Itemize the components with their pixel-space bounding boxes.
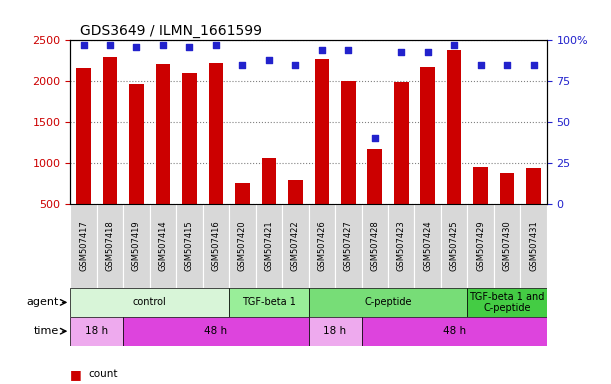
- Bar: [129, 84, 144, 204]
- Point: [370, 135, 379, 141]
- Bar: [150, 204, 176, 288]
- Bar: [394, 82, 409, 204]
- Text: GSM507427: GSM507427: [344, 220, 353, 271]
- Text: count: count: [89, 369, 118, 379]
- Bar: [309, 288, 467, 317]
- Text: 48 h: 48 h: [204, 326, 227, 336]
- Bar: [255, 204, 282, 288]
- Bar: [315, 60, 329, 204]
- Bar: [521, 204, 547, 288]
- Text: ■: ■: [70, 383, 82, 384]
- Bar: [123, 204, 150, 288]
- Text: GSM507426: GSM507426: [317, 220, 326, 271]
- Text: GDS3649 / ILMN_1661599: GDS3649 / ILMN_1661599: [80, 24, 262, 38]
- Text: GSM507419: GSM507419: [132, 220, 141, 271]
- Text: control: control: [133, 297, 167, 308]
- Bar: [70, 288, 229, 317]
- Text: ■: ■: [70, 368, 82, 381]
- Bar: [262, 158, 276, 204]
- Bar: [97, 204, 123, 288]
- Bar: [229, 204, 255, 288]
- Bar: [362, 204, 388, 288]
- Point: [397, 49, 406, 55]
- Bar: [388, 204, 414, 288]
- Bar: [500, 173, 514, 204]
- Bar: [123, 317, 309, 346]
- Bar: [341, 81, 356, 204]
- Point: [290, 62, 300, 68]
- Text: TGF-beta 1 and
C-peptide: TGF-beta 1 and C-peptide: [469, 291, 545, 313]
- Point: [343, 47, 353, 53]
- Text: C-peptide: C-peptide: [364, 297, 412, 308]
- Bar: [103, 58, 117, 204]
- Bar: [229, 288, 309, 317]
- Text: GSM507416: GSM507416: [211, 220, 221, 271]
- Bar: [309, 317, 362, 346]
- Text: GSM507420: GSM507420: [238, 220, 247, 271]
- Bar: [156, 64, 170, 204]
- Bar: [182, 73, 197, 204]
- Bar: [309, 204, 335, 288]
- Point: [238, 62, 247, 68]
- Text: GSM507428: GSM507428: [370, 220, 379, 271]
- Bar: [176, 204, 203, 288]
- Bar: [494, 204, 521, 288]
- Point: [317, 47, 327, 53]
- Bar: [474, 167, 488, 204]
- Bar: [70, 317, 123, 346]
- Text: GSM507424: GSM507424: [423, 220, 432, 271]
- Text: GSM507417: GSM507417: [79, 220, 88, 271]
- Text: agent: agent: [27, 297, 59, 308]
- Point: [131, 44, 141, 50]
- Bar: [335, 204, 362, 288]
- Bar: [447, 50, 461, 204]
- Bar: [526, 168, 541, 204]
- Bar: [208, 63, 223, 204]
- Bar: [441, 204, 467, 288]
- Bar: [420, 67, 435, 204]
- Bar: [414, 204, 441, 288]
- Point: [529, 62, 538, 68]
- Text: GSM507431: GSM507431: [529, 220, 538, 271]
- Point: [449, 42, 459, 48]
- Text: GSM507415: GSM507415: [185, 220, 194, 271]
- Bar: [288, 180, 302, 204]
- Text: GSM507421: GSM507421: [265, 220, 273, 271]
- Point: [502, 62, 512, 68]
- Bar: [76, 68, 91, 204]
- Bar: [282, 204, 309, 288]
- Text: 48 h: 48 h: [442, 326, 466, 336]
- Point: [211, 42, 221, 48]
- Text: GSM507422: GSM507422: [291, 220, 300, 271]
- Text: GSM507418: GSM507418: [106, 220, 114, 271]
- Bar: [203, 204, 229, 288]
- Bar: [362, 317, 547, 346]
- Point: [79, 42, 89, 48]
- Point: [158, 42, 168, 48]
- Bar: [467, 204, 494, 288]
- Text: GSM507423: GSM507423: [397, 220, 406, 271]
- Bar: [367, 149, 382, 204]
- Text: GSM507430: GSM507430: [503, 220, 511, 271]
- Bar: [70, 204, 97, 288]
- Point: [476, 62, 486, 68]
- Point: [105, 42, 115, 48]
- Bar: [235, 183, 250, 204]
- Text: time: time: [34, 326, 59, 336]
- Text: GSM507425: GSM507425: [450, 220, 459, 271]
- Text: 18 h: 18 h: [323, 326, 346, 336]
- Text: 18 h: 18 h: [85, 326, 108, 336]
- Text: GSM507414: GSM507414: [158, 220, 167, 271]
- Point: [264, 57, 274, 63]
- Text: GSM507429: GSM507429: [476, 220, 485, 271]
- Bar: [467, 288, 547, 317]
- Point: [423, 49, 433, 55]
- Text: TGF-beta 1: TGF-beta 1: [242, 297, 296, 308]
- Point: [185, 44, 194, 50]
